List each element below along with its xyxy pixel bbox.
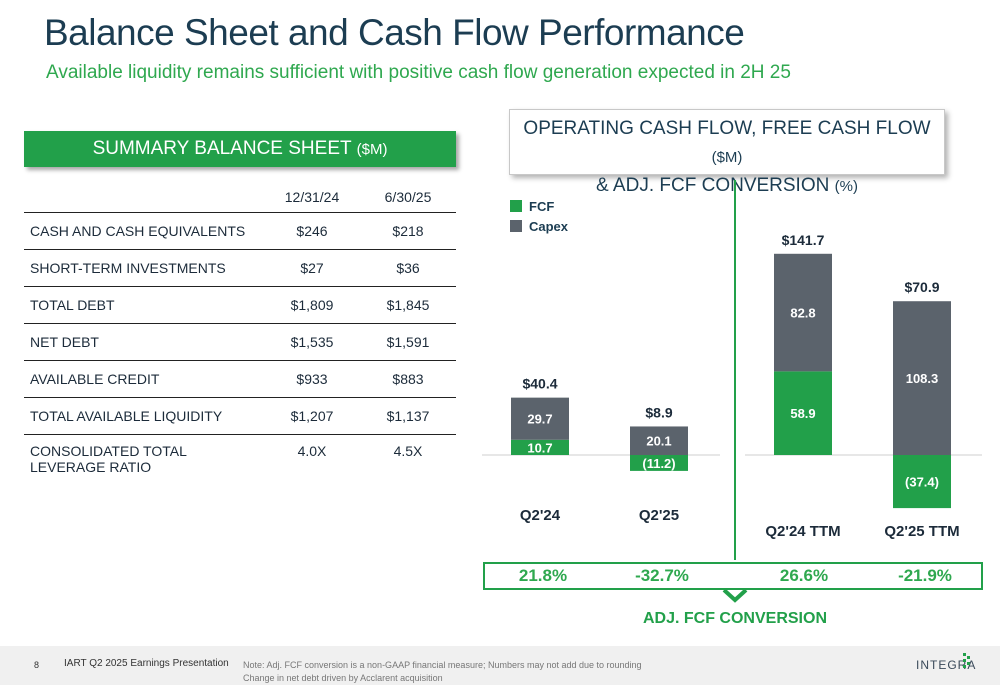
row-label: TOTAL DEBT	[30, 297, 115, 313]
category-label: Q2'25 TTM	[884, 523, 959, 540]
cash-flow-title-line-2: & ADJ. FCF CONVERSION (%)	[510, 172, 944, 201]
row-value-2: $218	[392, 223, 424, 239]
page-title: Balance Sheet and Cash Flow Performance	[44, 12, 745, 53]
cash-flow-title-unit: ($M)	[711, 149, 743, 166]
balance-sheet-unit: ($M)	[356, 140, 388, 158]
legend-swatch-fcf	[510, 200, 522, 212]
fcf-bar	[774, 371, 832, 455]
balance-sheet-table: 12/31/24 6/30/25 CASH AND CASH EQUIVALEN…	[24, 182, 456, 485]
footer: 8 IART Q2 2025 Earnings Presentation Not…	[0, 646, 1000, 685]
chart-legend: FCF Capex	[510, 196, 568, 236]
row-value-2: $36	[396, 260, 420, 276]
fcf-bar	[630, 455, 688, 471]
capex-bar-label: 82.8	[790, 306, 815, 321]
row-value-2: $883	[392, 371, 424, 387]
row-value-2: $1,591	[386, 334, 430, 350]
row-value-2: $1,845	[386, 297, 430, 313]
conversion-value: -21.9%	[898, 566, 952, 585]
row-value-2: $1,137	[386, 408, 430, 424]
balance-sheet-title: SUMMARY BALANCE SHEET	[92, 138, 352, 159]
conversion-row: 21.8% -32.7% 26.6% -21.9%	[483, 562, 983, 590]
page-subtitle: Available liquidity remains sufficient w…	[46, 62, 791, 83]
row-label: CONSOLIDATED TOTAL LEVERAGE RATIO	[30, 443, 187, 475]
capex-bar	[511, 397, 569, 440]
cash-flow-title-line-1: OPERATING CASH FLOW, FREE CASH FLOW ($M)	[510, 115, 944, 172]
row-value-1: $1,809	[290, 297, 334, 313]
company-logo: INTEGRA	[916, 658, 977, 672]
conversion-value: 26.6%	[779, 566, 829, 585]
legend-item-fcf: FCF	[510, 196, 568, 216]
cash-flow-chart: 10.7 29.7 $40.4 Q2'24 (11.2) 20.1 $8.9 Q2'25 58.…	[482, 232, 982, 540]
fcf-bar-label: 10.7	[527, 440, 552, 455]
table-row: AVAILABLE CREDIT $933 $883	[24, 361, 456, 398]
row-label: CASH AND CASH EQUIVALENTS	[30, 223, 246, 239]
capex-bar	[630, 426, 688, 455]
legend-label-capex: Capex	[529, 218, 569, 234]
legend-label-fcf: FCF	[529, 198, 555, 214]
row-label: AVAILABLE CREDIT	[30, 371, 160, 387]
capex-bar-label: 108.3	[906, 371, 939, 386]
fcf-bar-label: (37.4)	[905, 475, 939, 490]
balance-sheet-header: SUMMARY BALANCE SHEET ($M)	[24, 131, 456, 167]
bar-total-label: $141.7	[782, 232, 825, 248]
fcf-bar-label: (11.2)	[642, 456, 675, 471]
footnote: Note: Adj. FCF conversion is a non-GAAP …	[243, 659, 642, 685]
capex-bar-label: 20.1	[646, 434, 671, 449]
table-header-row: 12/31/24 6/30/25	[24, 182, 456, 213]
fcf-bar	[893, 455, 951, 509]
row-value-1: $1,535	[290, 334, 334, 350]
row-label: SHORT-TERM INVESTMENTS	[30, 260, 226, 276]
row-label: NET DEBT	[30, 334, 99, 350]
legend-item-capex: Capex	[510, 216, 568, 236]
row-value-1: 4.0X	[297, 443, 327, 459]
chart-divider	[734, 180, 736, 560]
column-header-2: 6/30/25	[384, 189, 432, 205]
table-row: CONSOLIDATED TOTAL LEVERAGE RATIO 4.0X 4…	[24, 435, 456, 485]
page-number: 8	[34, 660, 40, 670]
fcf-bar-label: 58.9	[790, 406, 815, 421]
footnote-line-2: Change in net debt driven by Acclarent a…	[243, 673, 443, 683]
column-header-1: 12/31/24	[284, 189, 340, 205]
capex-bar	[893, 301, 951, 455]
table-row: TOTAL DEBT $1,809 $1,845	[24, 287, 456, 324]
conversion-value: 21.8%	[518, 566, 568, 585]
legend-swatch-capex	[510, 220, 522, 232]
row-value-1: $1,207	[290, 408, 334, 424]
conversion-title-unit: (%)	[834, 178, 858, 195]
conversion-label: ADJ. FCF CONVERSION	[642, 610, 827, 627]
category-label: Q2'24 TTM	[765, 523, 840, 540]
cash-flow-header: OPERATING CASH FLOW, FREE CASH FLOW ($M)…	[509, 109, 945, 196]
category-label: Q2'25	[639, 507, 679, 524]
row-label: TOTAL AVAILABLE LIQUIDITY	[30, 408, 223, 424]
row-value-1: $246	[296, 223, 328, 239]
category-label: Q2'24	[520, 507, 561, 524]
table-row: SHORT-TERM INVESTMENTS $27 $36	[24, 250, 456, 287]
row-value-1: $27	[300, 260, 324, 276]
table-row: NET DEBT $1,535 $1,591	[24, 324, 456, 361]
chevron-down-icon	[722, 588, 748, 603]
logo-mark-icon	[963, 653, 970, 668]
bar-total-label: $40.4	[522, 376, 557, 392]
cash-flow-title: OPERATING CASH FLOW, FREE CASH FLOW	[523, 118, 931, 139]
capex-bar-label: 29.7	[527, 412, 552, 427]
bar-total-label: $8.9	[645, 404, 672, 420]
footnote-line-1: Note: Adj. FCF conversion is a non-GAAP …	[243, 660, 642, 670]
table-row: TOTAL AVAILABLE LIQUIDITY $1,207 $1,137	[24, 398, 456, 435]
row-value-2: 4.5X	[393, 443, 423, 459]
conversion-title: & ADJ. FCF CONVERSION	[596, 175, 830, 196]
row-value-1: $933	[296, 371, 328, 387]
capex-bar	[774, 253, 832, 372]
conversion-value: -32.7%	[635, 566, 689, 585]
table-row: CASH AND CASH EQUIVALENTS $246 $218	[24, 213, 456, 250]
fcf-bar	[511, 439, 569, 455]
bar-total-label: $70.9	[904, 279, 939, 295]
presentation-name: IART Q2 2025 Earnings Presentation	[64, 658, 229, 669]
